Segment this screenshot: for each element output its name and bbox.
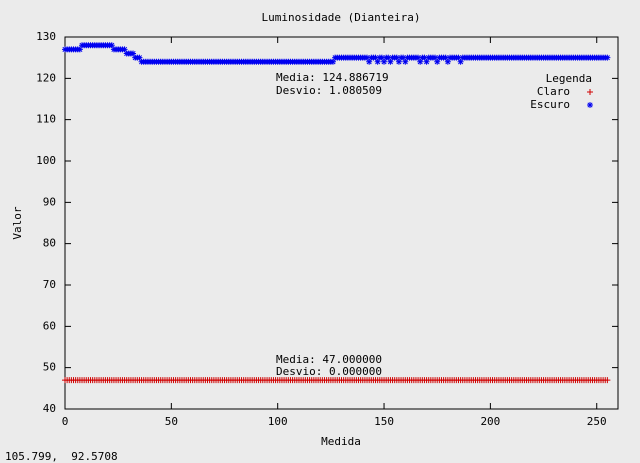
annotation: Media: 47.000000 (276, 353, 382, 366)
status-text: 105.799, 92.5708 (5, 450, 118, 463)
point (329, 58, 336, 65)
point (432, 54, 439, 61)
y-tick-label: 90 (43, 195, 56, 208)
point (421, 54, 428, 61)
x-axis-label: Medida (321, 435, 361, 448)
legend-marker (587, 89, 593, 95)
y-tick-label: 60 (43, 319, 56, 332)
point (434, 58, 441, 65)
point (604, 377, 611, 384)
y-tick-label: 50 (43, 361, 56, 374)
y-tick-label: 130 (36, 30, 56, 43)
x-tick-label: 200 (480, 415, 500, 428)
y-tick-label: 110 (36, 113, 56, 126)
point (108, 42, 115, 49)
point (364, 54, 371, 61)
point (442, 54, 449, 61)
y-axis-label: Valor (11, 206, 24, 239)
point (381, 58, 388, 65)
point (76, 46, 83, 53)
annotation: Desvio: 1.080509 (276, 84, 382, 97)
point (393, 54, 400, 61)
chart-title: Luminosidade (Dianteira) (262, 11, 421, 24)
point (385, 54, 392, 61)
x-tick-label: 0 (62, 415, 69, 428)
point (372, 54, 379, 61)
x-tick-label: 150 (374, 415, 394, 428)
point (423, 58, 430, 65)
legend-label: Escuro (530, 98, 570, 111)
point (444, 58, 451, 65)
point (374, 58, 381, 65)
point (366, 58, 373, 65)
point (400, 54, 407, 61)
x-tick-label: 100 (268, 415, 288, 428)
point (387, 58, 394, 65)
legend-marker (587, 102, 593, 108)
y-tick-label: 80 (43, 237, 56, 250)
y-tick-label: 100 (36, 154, 56, 167)
y-tick-label: 70 (43, 278, 56, 291)
annotation: Desvio: 0.000000 (276, 365, 382, 378)
point (415, 54, 422, 61)
legend-label: Claro (537, 85, 570, 98)
point (130, 50, 137, 57)
point (395, 58, 402, 65)
x-tick-label: 250 (587, 415, 607, 428)
point (378, 54, 385, 61)
annotation: Media: 124.886719 (276, 71, 389, 84)
point (417, 58, 424, 65)
point (455, 54, 462, 61)
plot-border (64, 36, 619, 410)
y-tick-label: 120 (36, 71, 56, 84)
point (136, 54, 143, 61)
point (121, 46, 128, 53)
point (457, 58, 464, 65)
point (604, 54, 611, 61)
point (402, 58, 409, 65)
legend-title: Legenda (546, 72, 592, 85)
x-tick-label: 50 (165, 415, 178, 428)
y-tick-label: 40 (43, 402, 56, 415)
